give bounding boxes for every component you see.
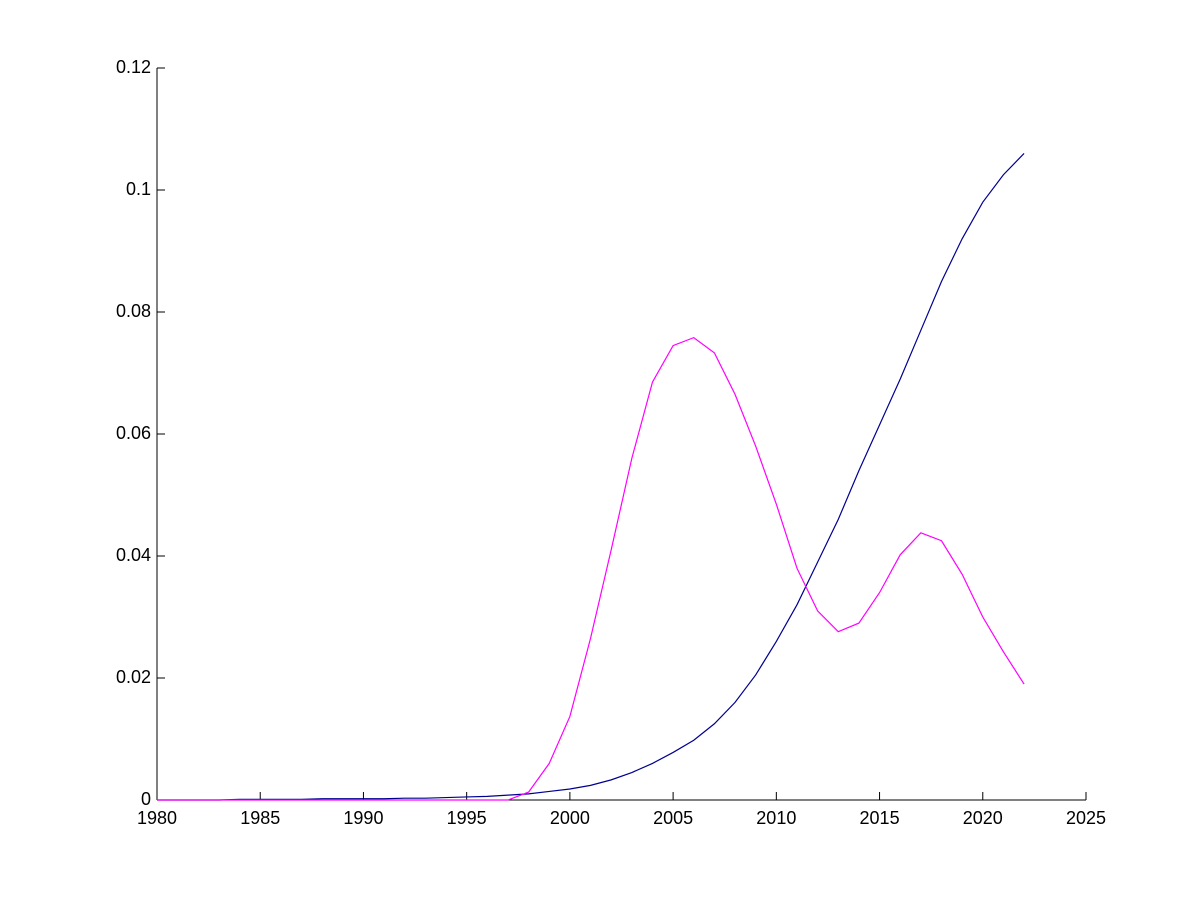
x-tick-label: 1980 [137,808,177,828]
y-tick-label: 0.12 [116,57,151,77]
x-tick-label: 2010 [756,808,796,828]
y-tick-label: 0.1 [126,179,151,199]
x-tick-label: 2025 [1066,808,1106,828]
y-tick-label: 0.04 [116,545,151,565]
x-tick-label: 1990 [343,808,383,828]
x-tick-label: 2015 [860,808,900,828]
x-tick-label: 1995 [447,808,487,828]
x-tick-label: 1985 [240,808,280,828]
x-tick-label: 2005 [653,808,693,828]
x-tick-label: 2020 [963,808,1003,828]
data-line [157,336,1025,801]
data-line [157,152,1025,801]
y-tick-label: 0.06 [116,423,151,443]
y-tick-label: 0 [141,789,151,809]
y-tick-label: 0.08 [116,301,151,321]
y-tick-label: 0.02 [116,667,151,687]
x-tick-label: 2000 [550,808,590,828]
